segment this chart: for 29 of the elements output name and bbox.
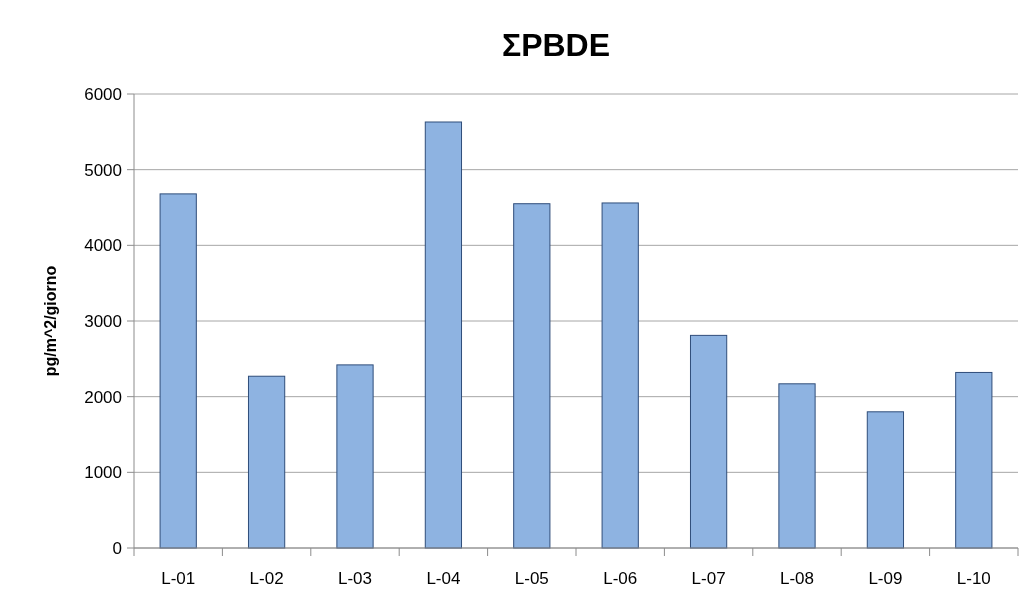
bar [424,121,463,549]
x-tick-label: L-02 [249,569,284,588]
y-tick-label: 2000 [84,387,122,407]
x-tick-label: L-09 [868,569,903,588]
y-tick-label: 4000 [84,236,122,256]
bar [955,371,993,549]
bar [778,383,816,549]
bar [601,202,639,549]
chart-title: ΣPBDE [501,27,611,63]
bar [247,375,286,549]
bar [513,203,551,549]
bar [866,411,905,549]
x-tick-label: L-10 [956,569,991,588]
bar [336,364,374,549]
y-tick-label: 0 [112,538,122,558]
y-tick-label: 1000 [84,463,122,483]
x-tick-label: L-07 [691,569,726,588]
bar [159,193,197,549]
y-tick-label: 5000 [84,160,122,180]
y-tick-label: 3000 [84,311,122,331]
x-tick-label: L-01 [161,569,196,588]
x-tick-label: L-08 [779,569,815,588]
x-tick-label: L-04 [426,569,461,588]
x-tick-label: L-03 [337,569,373,588]
x-tick-label: L-06 [603,569,638,588]
x-tick-label: L-05 [514,569,549,588]
y-axis-title: pg/m^2/giorno [42,265,59,377]
bar [689,334,728,549]
y-tick-label: 6000 [84,84,122,104]
